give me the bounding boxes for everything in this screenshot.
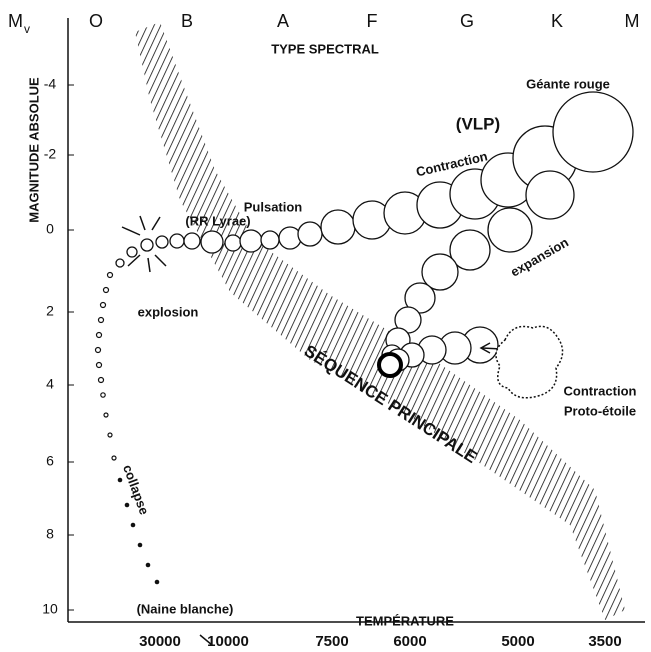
star [95,361,103,369]
temperature-label: 6000 [393,633,426,650]
star [260,230,280,250]
axes [67,18,645,623]
star [95,331,103,339]
y-tick-label: -4 [44,76,57,92]
star [404,282,436,314]
label: explosion [138,304,199,319]
star [100,392,106,398]
label: (VLP) [456,114,500,133]
y-title: MAGNITUDE ABSOLUE [26,77,41,223]
star [377,352,403,378]
label: Géante rouge [526,76,610,91]
dwarf-dot [137,542,143,548]
star [99,301,107,309]
star [169,233,185,249]
temperature-label: 5000 [501,633,534,650]
star [111,455,117,461]
star [421,253,459,291]
dwarf-dot [124,502,130,508]
star [278,226,302,250]
temperature-label: 30000 [139,633,181,650]
star [103,412,109,418]
star [106,271,114,279]
y-tick-label: 10 [42,601,58,617]
spectral-title: TYPE SPECTRAL [271,41,379,56]
label: Proto-étoile [564,403,636,418]
label: Pulsation [244,199,303,214]
star [97,376,105,384]
star [155,235,169,249]
label: collapse [120,463,152,517]
star [224,234,242,252]
y-tick-label: 4 [46,376,54,392]
star [320,209,356,245]
label: (Naine blanche) [137,601,234,616]
dwarf-dot [130,522,136,528]
y-tick-label: -2 [44,146,57,162]
star [525,170,575,220]
temperature-label: 7500 [315,633,348,650]
star [94,346,102,354]
star [200,230,224,254]
main-sequence-band [135,22,625,620]
star [297,221,323,247]
label: Contraction [564,383,637,398]
spectral-class: K [551,11,563,31]
proto-star-cloud [495,325,564,399]
spectral-class: M [625,11,640,31]
evolution-track [94,91,634,585]
dwarf-dot [145,562,151,568]
star [115,258,125,268]
y-tick-label: 8 [46,526,54,542]
star [97,316,105,324]
star [552,91,634,173]
y-symbol-sub: v [24,22,30,36]
dwarf-dot [117,477,123,483]
y-tick-label: 6 [46,453,54,469]
star [102,286,110,294]
star [239,229,263,253]
star [126,246,138,258]
star [140,238,154,252]
dwarf-dot [154,579,160,585]
spectral-class: F [367,11,378,31]
star [107,432,113,438]
temperature-label: 10000 [207,633,249,650]
y-symbol: M [8,11,23,31]
temperature-title: TEMPÉRATURE [356,613,454,628]
star [183,232,201,250]
spectral-class: A [277,11,289,31]
temperature-label: 3500 [588,633,621,650]
y-tick-label: 2 [46,303,54,319]
label: (RR Lyrae) [185,213,250,228]
star [449,229,491,271]
y-tick-label: 0 [46,221,54,237]
spectral-class: B [181,11,193,31]
spectral-class: G [460,11,474,31]
spectral-class: O [89,11,103,31]
star [487,207,533,253]
